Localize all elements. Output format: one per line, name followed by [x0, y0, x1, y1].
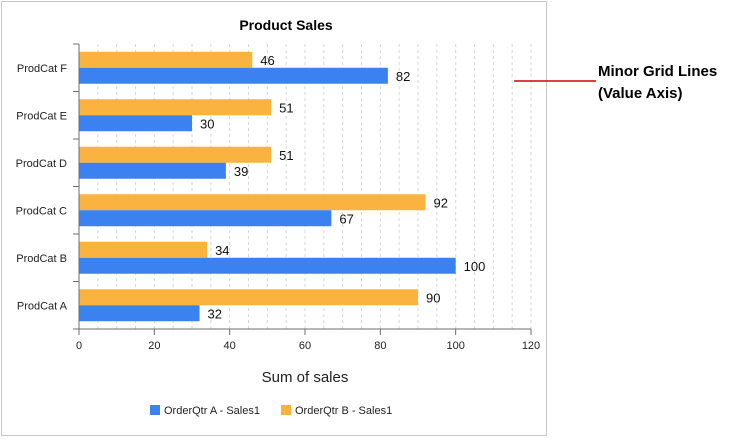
data-label: 32 [208, 306, 222, 321]
bar-series-a[interactable] [79, 115, 192, 132]
category-label: ProdCat D [16, 158, 67, 170]
legend-entry[interactable]: OrderQtr B - Sales1 [295, 405, 392, 417]
minor-grid-lines [97, 44, 532, 329]
data-label: 100 [464, 259, 486, 274]
category-label: ProdCat A [17, 300, 68, 312]
x-tick-label: 40 [224, 340, 236, 352]
legend-swatch [150, 405, 160, 415]
axes [73, 43, 532, 335]
category-label: ProdCat E [16, 110, 67, 122]
bar-series-b[interactable] [79, 241, 208, 258]
bar-series-a[interactable] [79, 210, 332, 227]
data-label: 51 [279, 148, 293, 163]
legend-swatch [281, 405, 291, 415]
x-tick-label: 0 [76, 340, 82, 352]
data-label: 30 [200, 116, 214, 131]
category-label: ProdCat F [17, 63, 67, 75]
x-tick-label: 20 [148, 340, 160, 352]
chart-title: Product Sales [239, 17, 333, 33]
callout-line2: (Value Axis) [598, 85, 683, 102]
bar-series-b[interactable] [79, 289, 418, 306]
bar-series-a[interactable] [79, 257, 456, 274]
bar-series-b[interactable] [79, 99, 272, 116]
minor-grid-callout: Minor Grid Lines (Value Axis) [598, 61, 717, 105]
bar-series-b[interactable] [79, 146, 272, 163]
data-label: 51 [279, 100, 293, 115]
x-axis-title: Sum of sales [262, 369, 349, 386]
callout-line1: Minor Grid Lines [598, 63, 718, 80]
x-tick-label: 60 [299, 340, 311, 352]
x-tick-label: 100 [446, 340, 464, 352]
bar-series-a[interactable] [79, 67, 388, 84]
data-label: 46 [260, 53, 274, 68]
data-label: 92 [434, 195, 448, 210]
bar-series-a[interactable] [79, 305, 200, 322]
data-label: 34 [215, 243, 229, 258]
bar-series-b[interactable] [79, 194, 426, 211]
category-label: ProdCat B [16, 253, 67, 265]
bar-series-a[interactable] [79, 162, 226, 179]
bar-series-b[interactable] [79, 51, 253, 68]
x-tick-label: 80 [374, 340, 386, 352]
legend-entry[interactable]: OrderQtr A - Sales1 [164, 405, 260, 417]
data-label: 39 [234, 164, 248, 179]
data-label: 90 [426, 290, 440, 305]
data-label: 67 [339, 211, 353, 226]
labels: 90 32 ProdCat A 34 100 ProdCat B 92 67 ProdCat C… [16, 53, 541, 352]
legend[interactable]: OrderQtr A - Sales1 OrderQtr B - Sales1 [150, 405, 392, 417]
data-label: 82 [396, 69, 410, 84]
bar-series-group [79, 51, 456, 322]
x-tick-label: 120 [522, 340, 540, 352]
category-label: ProdCat C [16, 205, 67, 217]
